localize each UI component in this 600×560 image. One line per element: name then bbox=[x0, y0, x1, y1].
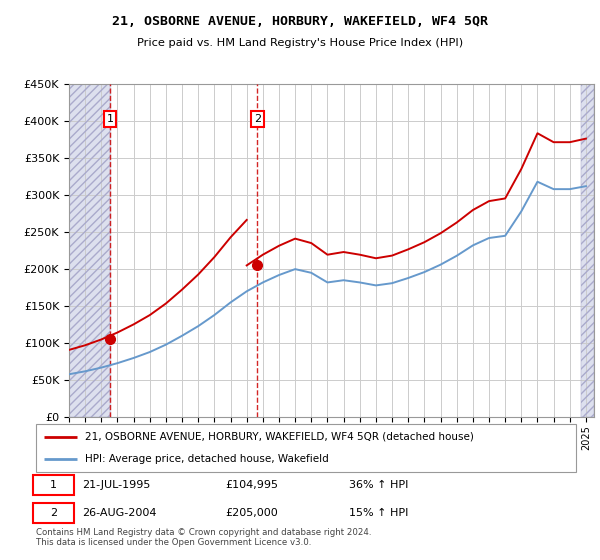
Text: £104,995: £104,995 bbox=[225, 480, 278, 490]
Text: 15% ↑ HPI: 15% ↑ HPI bbox=[349, 508, 409, 518]
Text: 21-JUL-1995: 21-JUL-1995 bbox=[82, 480, 150, 490]
Bar bbox=[581, 84, 594, 417]
Bar bbox=[581, 84, 594, 417]
FancyBboxPatch shape bbox=[34, 503, 74, 522]
Text: 26-AUG-2004: 26-AUG-2004 bbox=[82, 508, 157, 518]
Text: £205,000: £205,000 bbox=[225, 508, 278, 518]
Text: Contains HM Land Registry data © Crown copyright and database right 2024.
This d: Contains HM Land Registry data © Crown c… bbox=[36, 528, 371, 547]
FancyBboxPatch shape bbox=[36, 424, 576, 472]
Bar bbox=[69, 84, 110, 417]
Text: 21, OSBORNE AVENUE, HORBURY, WAKEFIELD, WF4 5QR (detached house): 21, OSBORNE AVENUE, HORBURY, WAKEFIELD, … bbox=[85, 432, 473, 442]
Text: HPI: Average price, detached house, Wakefield: HPI: Average price, detached house, Wake… bbox=[85, 454, 328, 464]
Text: 2: 2 bbox=[254, 114, 261, 124]
Text: Price paid vs. HM Land Registry's House Price Index (HPI): Price paid vs. HM Land Registry's House … bbox=[137, 38, 463, 48]
Text: 21, OSBORNE AVENUE, HORBURY, WAKEFIELD, WF4 5QR: 21, OSBORNE AVENUE, HORBURY, WAKEFIELD, … bbox=[112, 15, 488, 28]
Text: 1: 1 bbox=[107, 114, 113, 124]
Bar bbox=[69, 84, 110, 417]
Text: 1: 1 bbox=[50, 480, 58, 490]
Text: 2: 2 bbox=[50, 508, 58, 518]
FancyBboxPatch shape bbox=[34, 475, 74, 495]
Text: 36% ↑ HPI: 36% ↑ HPI bbox=[349, 480, 409, 490]
